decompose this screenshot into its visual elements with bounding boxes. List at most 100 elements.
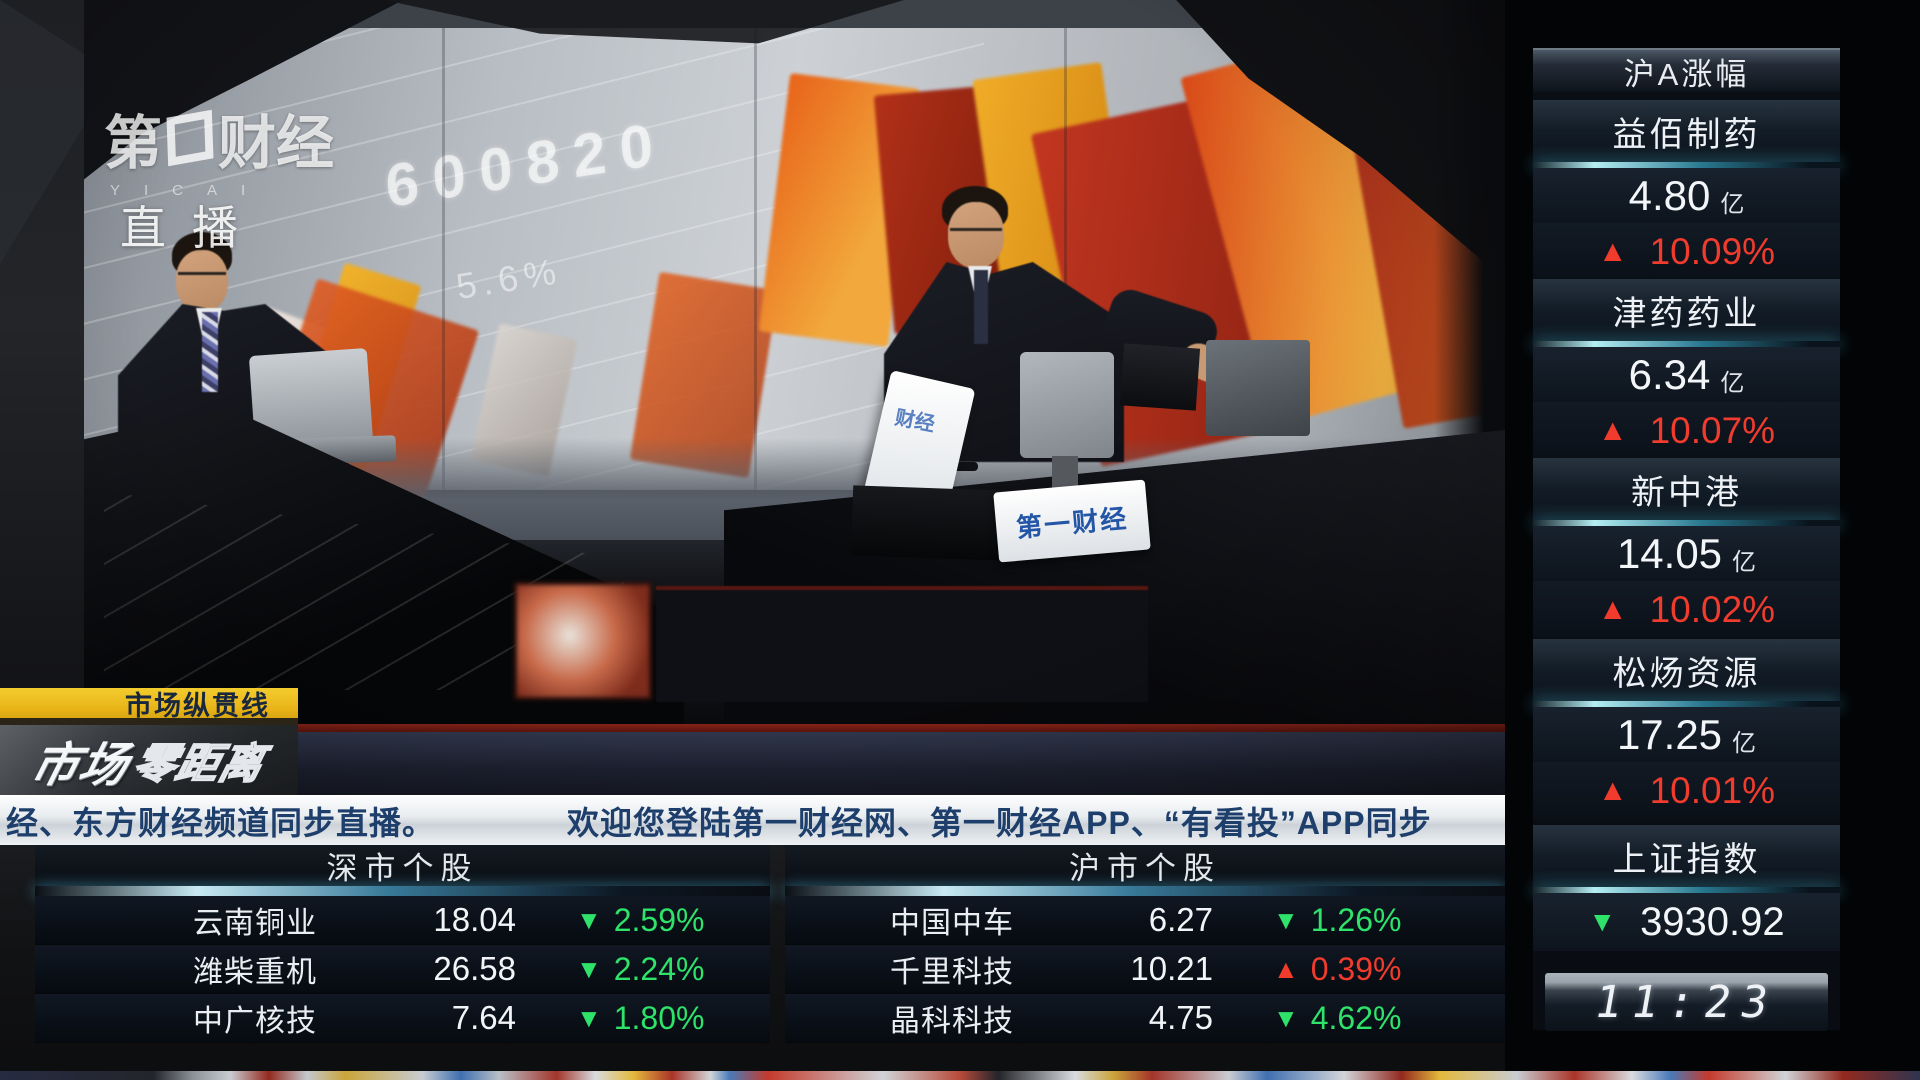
stock-name: 云南铜业 bbox=[193, 907, 317, 940]
ticker-row: 晶科科技 4.75 ▼ 4.62% bbox=[785, 994, 1505, 1043]
clock-bar: 11:23 bbox=[1545, 973, 1828, 1031]
value-number: 4.80 bbox=[1628, 171, 1711, 219]
ticker-row: 中国中车 6.27 ▼ 1.26% bbox=[785, 896, 1505, 945]
sidebar-stock-change: ▲ 10.01% bbox=[1533, 762, 1840, 819]
sidebar-stock-group: 津药药业 6.34 亿 ▲ 10.07% bbox=[1533, 279, 1840, 459]
trend-arrow-icon: ▼ bbox=[1273, 904, 1299, 935]
value-unit: 亿 bbox=[1732, 549, 1757, 576]
value-unit: 亿 bbox=[1720, 191, 1745, 218]
stock-price: 7.64 bbox=[451, 999, 516, 1036]
sidebar-stock-name: 益佰制药 bbox=[1533, 100, 1840, 162]
wall-seam bbox=[1064, 28, 1067, 490]
program-badge: 市场纵贯线 bbox=[0, 688, 298, 721]
sidebar-glow-divider bbox=[1533, 162, 1840, 168]
stock-price: 26.58 bbox=[433, 950, 516, 987]
ticker-panel-shenzhen: 深市个股 云南铜业 18.04 ▼ 2.59% 潍柴重机 26.58 ▼ 2.2… bbox=[35, 845, 770, 1043]
sidebar-glow-divider bbox=[1533, 341, 1840, 347]
ticker-zone: 深市个股 云南铜业 18.04 ▼ 2.59% 潍柴重机 26.58 ▼ 2.2… bbox=[0, 845, 1505, 1080]
desk-mic-base bbox=[942, 462, 978, 471]
trend-arrow-icon: ▲ bbox=[1597, 592, 1628, 626]
stock-price: 18.04 bbox=[433, 901, 516, 938]
sidebar-title: 沪A涨幅 bbox=[1533, 48, 1840, 92]
stock-name: 千里科技 bbox=[890, 956, 1014, 989]
trend-arrow-icon: ▲ bbox=[1597, 234, 1628, 268]
change-value: 10.07% bbox=[1649, 409, 1776, 451]
trend-arrow-icon: ▲ bbox=[1273, 953, 1299, 984]
change-value: 10.09% bbox=[1649, 230, 1776, 272]
studio-left-facet bbox=[0, 0, 84, 264]
stock-change-value: 1.80% bbox=[613, 999, 705, 1036]
index-name: 上证指数 bbox=[1533, 825, 1840, 887]
sidebar-stock-value: 4.80 亿 bbox=[1533, 168, 1840, 223]
stock-name: 潍柴重机 bbox=[193, 956, 317, 989]
banner-segment-1: 经、东方财经频道同步直播。 bbox=[6, 805, 436, 841]
stock-name: 晶科科技 bbox=[890, 1005, 1014, 1038]
ticker-row: 千里科技 10.21 ▲ 0.39% bbox=[785, 945, 1505, 994]
sidebar-stock-change: ▲ 10.02% bbox=[1533, 581, 1840, 638]
value-unit: 亿 bbox=[1732, 730, 1757, 757]
desk-monitor-stand bbox=[1052, 456, 1078, 490]
host-left-tie bbox=[202, 312, 218, 392]
guest-tie bbox=[974, 270, 988, 344]
logo-char-rest: 财经 bbox=[218, 111, 335, 176]
channel-logo-row: 第 财经 bbox=[104, 96, 334, 180]
stock-change-value: 4.62% bbox=[1310, 999, 1402, 1036]
ticker-row: 潍柴重机 26.58 ▼ 2.24% bbox=[35, 945, 770, 994]
sidebar-index-group: 上证指数 ▼ 3930.92 bbox=[1533, 825, 1840, 951]
change-value: 10.02% bbox=[1649, 588, 1776, 630]
trend-arrow-icon: ▲ bbox=[1597, 413, 1628, 447]
sidebar-glow-divider bbox=[1533, 887, 1840, 893]
sidebar-stock-value: 17.25 亿 bbox=[1533, 707, 1840, 762]
desk-red-line bbox=[234, 724, 1505, 732]
stock-change: ▼ 4.62% bbox=[1273, 1000, 1401, 1037]
stock-price: 10.21 bbox=[1130, 950, 1213, 987]
trend-arrow-icon: ▼ bbox=[1273, 1002, 1299, 1033]
sidebar-stock-name: 津药药业 bbox=[1533, 279, 1840, 341]
logo-square-icon bbox=[166, 109, 214, 167]
program-logo-facet bbox=[0, 725, 298, 795]
desk-front-screen-left bbox=[514, 582, 652, 700]
logo-char-first: 第 bbox=[104, 111, 163, 176]
sidebar-stock-group: 新中港 14.05 亿 ▲ 10.02% bbox=[1533, 458, 1840, 638]
clock-time: 11:23 bbox=[1590, 976, 1783, 1028]
guest-glasses bbox=[950, 228, 1002, 241]
host-left-glasses bbox=[178, 272, 226, 285]
program-logo-part2: 零距离 bbox=[128, 739, 270, 788]
sidebar-glow-divider bbox=[1533, 520, 1840, 526]
sidebar-stock-name: 松炀资源 bbox=[1533, 639, 1840, 701]
ticker-row: 云南铜业 18.04 ▼ 2.59% bbox=[35, 896, 770, 945]
sidebar-stock-group: 松炀资源 17.25 亿 ▲ 10.01% bbox=[1533, 639, 1840, 819]
live-label: 直播 bbox=[120, 203, 264, 254]
stock-change-value: 2.24% bbox=[613, 950, 705, 987]
value-unit: 亿 bbox=[1720, 370, 1745, 397]
trend-arrow-icon: ▲ bbox=[1597, 773, 1628, 807]
sidebar-glow-divider bbox=[1533, 701, 1840, 707]
sidebar-stock-name: 新中港 bbox=[1533, 458, 1840, 520]
wall-seam bbox=[754, 28, 757, 490]
stock-price: 6.27 bbox=[1148, 901, 1213, 938]
sidebar-stock-value: 14.05 亿 bbox=[1533, 526, 1840, 581]
stock-change-value: 1.26% bbox=[1310, 901, 1402, 938]
bottom-ticker-strip bbox=[0, 1071, 1920, 1080]
desk-front-screen-right bbox=[656, 586, 1148, 702]
banner-segment-2: 欢迎您登陆第一财经网、第一财经APP、“有看投”APP同步 bbox=[567, 805, 1432, 841]
index-number: 3930.92 bbox=[1640, 899, 1785, 944]
stock-change-value: 0.39% bbox=[1310, 950, 1402, 987]
stock-change: ▼ 1.26% bbox=[1273, 902, 1401, 939]
channel-logo-latin: YICAI bbox=[110, 182, 270, 199]
trend-arrow-icon: ▼ bbox=[576, 1002, 602, 1033]
channel-logo: 第 财经 YICAI bbox=[104, 96, 334, 199]
ticker-panel-shanghai: 沪市个股 中国中车 6.27 ▼ 1.26% 千里科技 10.21 ▲ 0.39… bbox=[785, 845, 1505, 1043]
stock-name: 中广核技 bbox=[193, 1005, 317, 1038]
stock-change: ▲ 0.39% bbox=[1273, 951, 1401, 988]
value-number: 14.05 bbox=[1616, 529, 1723, 577]
value-number: 17.25 bbox=[1616, 710, 1723, 758]
sidebar-stock-change: ▲ 10.07% bbox=[1533, 402, 1840, 459]
wall-seam bbox=[442, 28, 445, 490]
desk-lower-front bbox=[84, 732, 1505, 795]
stock-name: 中国中车 bbox=[890, 907, 1014, 940]
host-left-face bbox=[176, 250, 228, 312]
trend-arrow-icon: ▼ bbox=[1588, 906, 1617, 937]
program-badge-edge bbox=[0, 718, 298, 725]
